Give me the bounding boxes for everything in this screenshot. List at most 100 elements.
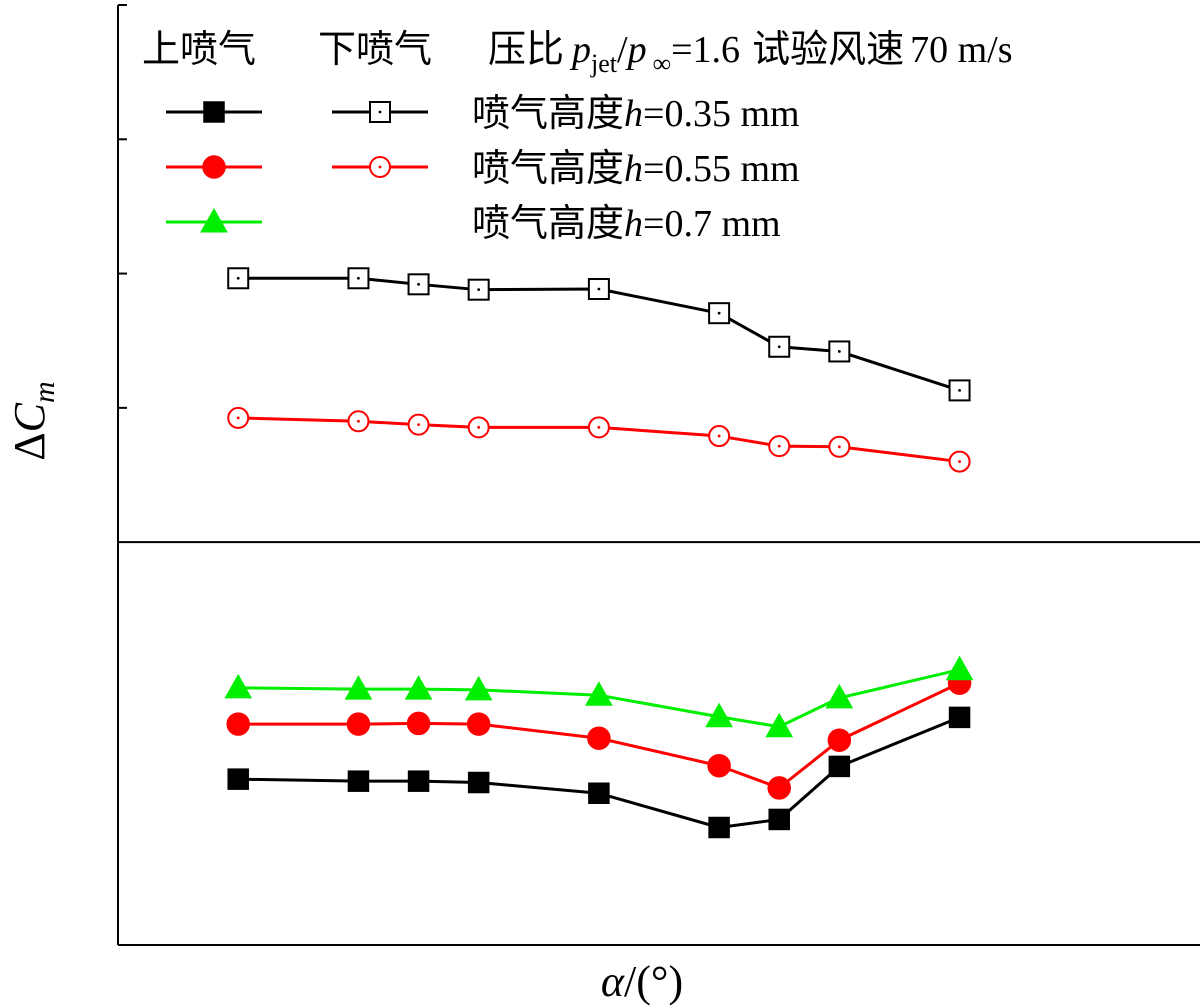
data-point (768, 808, 790, 831)
legend-row-prefix: 喷气高度 (472, 203, 624, 245)
legend-row-value: =0.7 mm (643, 203, 781, 245)
data-point-dot (597, 425, 601, 429)
x-axis-symbol: α (601, 957, 625, 1006)
legend-swatch-upper-marker (202, 155, 226, 179)
data-point (227, 768, 249, 790)
data-point (827, 728, 852, 752)
data-point (347, 770, 370, 792)
data-point (588, 782, 610, 805)
legend-upper-jet-label: 上喷气 (142, 29, 256, 71)
data-point-dot (777, 444, 781, 448)
x-axis-label: α/(°) (601, 957, 683, 1006)
data-point (945, 655, 974, 681)
legend-row-value: =0.35 mm (643, 93, 800, 135)
legend-swatch-lower-marker-dot (378, 165, 382, 169)
legend-speed-label: 试验风速 (752, 29, 904, 71)
legend-p-jet-symbol: p (569, 29, 591, 71)
legend-swatch-upper-marker (203, 101, 225, 123)
legend-swatch-lower-marker (369, 101, 391, 123)
data-point-dot (417, 423, 420, 427)
data-point-dot (477, 288, 481, 292)
x-axis-unit: /(°) (624, 957, 683, 1006)
y-axis-label: ΔCm (5, 381, 61, 460)
data-point-dot (357, 276, 360, 280)
data-point (948, 706, 971, 729)
data-point (828, 435, 851, 458)
legend-swatches (166, 101, 428, 233)
legend-row-value: =0.55 mm (643, 148, 800, 190)
legend-row-var: h (624, 93, 643, 135)
legend-row-var: h (624, 203, 643, 245)
data-point (587, 416, 610, 439)
data-point (825, 683, 854, 709)
data-point (768, 335, 791, 358)
data-point-dot (717, 311, 721, 315)
data-point (707, 753, 731, 778)
series-upper-4 (224, 655, 974, 738)
data-point (227, 267, 250, 290)
series-upper-0 (227, 706, 971, 839)
legend-p-inf-symbol: p (625, 29, 647, 71)
legend-row-h055: 喷气高度h=0.55 mm (472, 148, 800, 190)
legend-inf-subscript: ∞ (653, 49, 672, 78)
data-point-dot (597, 287, 601, 291)
data-point (464, 675, 493, 701)
data-point-dot (837, 445, 841, 449)
legend-lower-jet-label: 下喷气 (318, 29, 432, 71)
data-point (467, 416, 490, 439)
data-point (708, 425, 731, 448)
legend-row-prefix: 喷气高度 (472, 93, 624, 135)
data-point-dot (477, 425, 481, 429)
data-point (767, 776, 791, 800)
data-point-dot (417, 282, 420, 286)
data-point-dot (357, 419, 360, 423)
data-point (407, 413, 430, 436)
data-point (467, 771, 490, 794)
data-point (226, 712, 250, 736)
legend-row-prefix: 喷气高度 (472, 148, 624, 190)
data-point (587, 278, 610, 301)
data-point (407, 273, 430, 296)
data-point (347, 410, 370, 433)
legend-swatch-lower-marker-dot (378, 110, 382, 114)
legend-jet-subscript: jet (590, 49, 618, 78)
y-axis-subscript: m (28, 381, 61, 403)
data-point (768, 435, 791, 458)
data-point (404, 675, 433, 700)
legend-row-h035: 喷气高度h=0.35 mm (472, 93, 800, 135)
data-point (585, 681, 613, 706)
data-point-dot (837, 350, 841, 353)
legend-pressure-label: 压比 (488, 29, 564, 71)
data-point (466, 712, 491, 736)
data-point (828, 340, 851, 363)
data-point (828, 755, 851, 778)
data-point (224, 673, 253, 699)
data-point-dot (236, 276, 240, 280)
data-point (407, 770, 430, 792)
legend-pressure-value: =1.6 (671, 29, 740, 71)
y-axis-symbol: C (5, 402, 54, 432)
legend-pressure-ratio: 压比 pjet/p ∞=1.6 试验风速 70 m/s (488, 29, 1012, 78)
data-point-dot (777, 345, 781, 349)
data-point (587, 726, 611, 750)
data-point (948, 450, 971, 473)
data-point (705, 702, 733, 728)
legend: 上喷气 下喷气 压比 pjet/p ∞=1.6 试验风速 70 m/s 喷气高度h=0.… (142, 29, 1012, 245)
legend-swatch-lower-marker (369, 156, 391, 178)
data-point (347, 267, 370, 290)
y-axis-delta: Δ (5, 432, 54, 460)
data-point-dot (717, 434, 721, 438)
legend-slash: / (617, 29, 628, 71)
series-layer (224, 267, 974, 839)
data-point-dot (958, 389, 961, 392)
series-lower-1 (227, 267, 971, 402)
data-point (344, 675, 373, 700)
data-point (227, 406, 250, 429)
series-lower-3 (227, 406, 971, 473)
legend-swatch-upper-marker (200, 207, 228, 233)
data-point (406, 711, 431, 736)
data-point (708, 816, 730, 839)
data-point (765, 712, 794, 738)
data-point (346, 712, 371, 736)
